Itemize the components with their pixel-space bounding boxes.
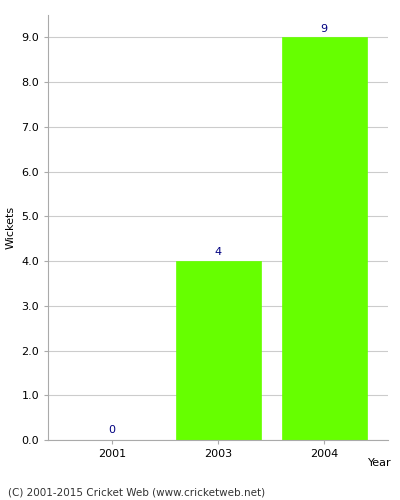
Text: 4: 4 (214, 248, 222, 258)
Text: 9: 9 (321, 24, 328, 34)
Text: Year: Year (368, 458, 392, 468)
Bar (176, 261, 260, 440)
Text: (C) 2001-2015 Cricket Web (www.cricketweb.net): (C) 2001-2015 Cricket Web (www.cricketwe… (8, 488, 265, 498)
Bar (282, 38, 367, 440)
Y-axis label: Wickets: Wickets (6, 206, 16, 249)
Text: 0: 0 (108, 424, 115, 434)
